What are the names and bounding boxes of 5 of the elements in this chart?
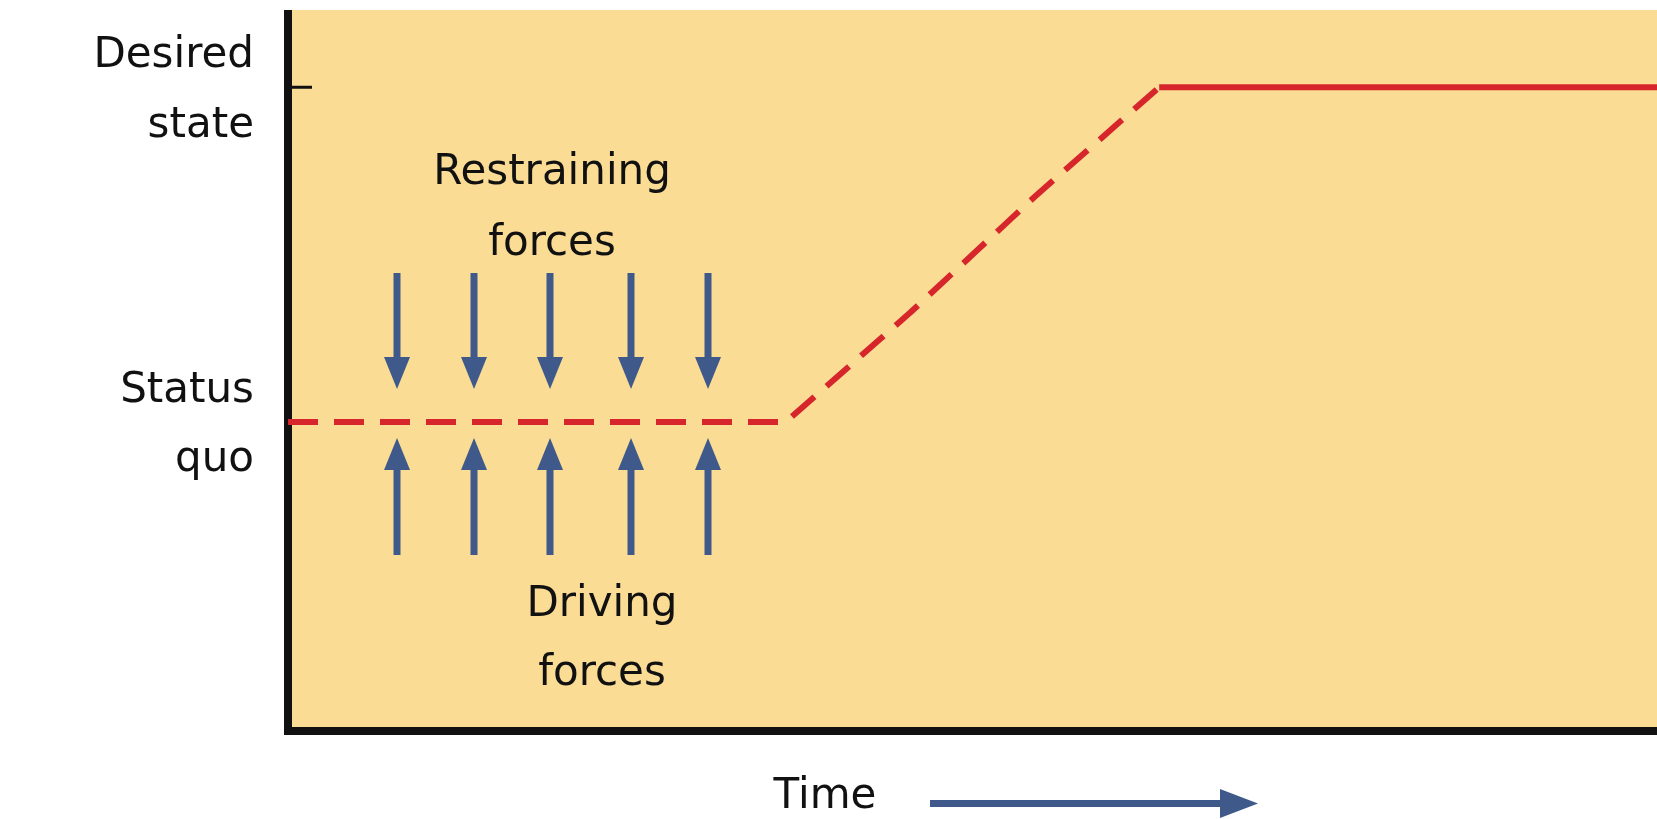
annotation: Driving forces (526, 577, 678, 695)
text: Status quo (120, 363, 254, 482)
text: Desired state (93, 28, 254, 147)
annotation: Restraining forces (433, 145, 671, 265)
x-axis-title: Time (772, 769, 877, 818)
